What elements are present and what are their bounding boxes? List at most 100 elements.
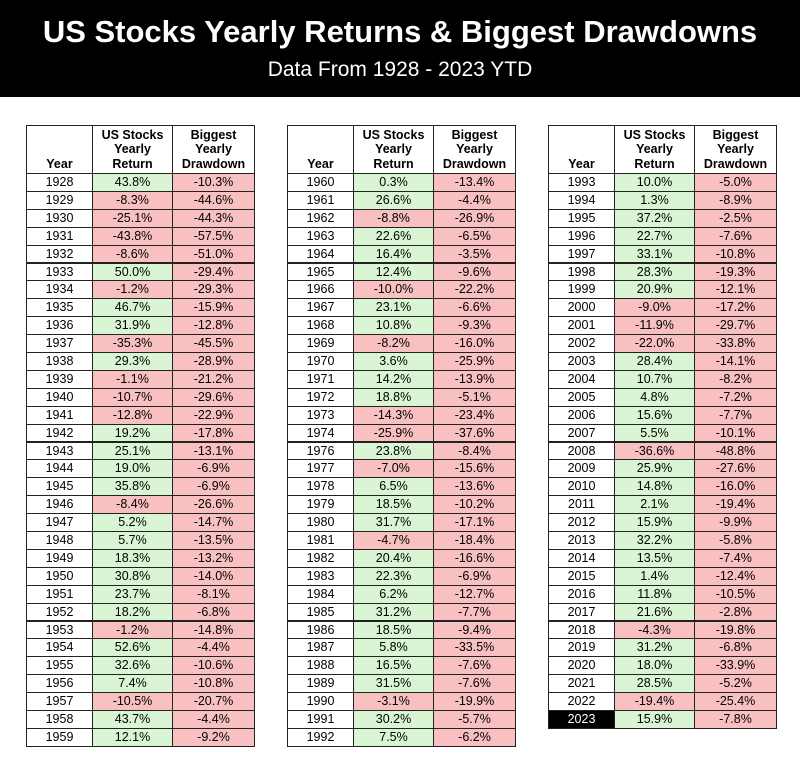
drawdown-cell: -5.8% [694,531,777,550]
year-cell: 1953 [26,620,93,640]
return-cell: 5.7% [92,531,173,550]
drawdown-cell: -29.3% [172,280,255,300]
drawdown-cell: -7.2% [694,387,777,407]
return-cell: -10.7% [92,387,173,407]
return-cell: 18.5% [353,495,434,515]
drawdown-cell: -13.1% [172,441,255,461]
year-cell: 2012 [548,513,615,532]
year-cell: 1942 [26,423,93,443]
drawdown-cell: -4.4% [433,190,516,210]
year-cell: 2017 [548,602,615,622]
drawdown-cell: -19.8% [694,620,777,640]
return-cell: -8.8% [353,208,434,228]
year-cell: 2002 [548,334,615,353]
drawdown-cell: -29.4% [172,262,255,282]
year-cell: 2001 [548,316,615,336]
drawdown-cell: -7.6% [694,226,777,246]
drawdown-cell: -12.1% [694,280,777,300]
year-cell: 1936 [26,316,93,336]
return-cell: 12.1% [92,727,173,747]
drawdown-cell: -13.9% [433,369,516,389]
return-cell: 31.2% [353,602,434,622]
drawdown-cell: -12.4% [694,566,777,586]
drawdown-cell: -5.1% [433,387,516,407]
return-cell: -35.3% [92,334,173,353]
drawdown-cell: -16.0% [694,477,777,497]
return-cell: 28.4% [614,352,695,371]
drawdown-cell: -16.0% [433,334,516,353]
drawdown-cell: -15.6% [433,459,516,479]
year-cell: 1957 [26,692,93,711]
drawdown-cell: -10.5% [694,584,777,604]
return-cell: -25.9% [353,423,434,443]
drawdown-cell: -19.4% [694,495,777,515]
year-cell: 2008 [548,441,615,461]
return-cell: 10.8% [353,316,434,336]
drawdown-cell: -23.4% [433,405,516,425]
drawdown-cell: -13.4% [433,173,516,192]
header: US Stocks Yearly Returns & Biggest Drawd… [0,0,800,97]
year-cell: 2005 [548,387,615,407]
drawdown-cell: -45.5% [172,334,255,353]
drawdown-cell: -5.7% [433,710,516,729]
drawdown-cell: -25.4% [694,692,777,711]
return-cell: 31.9% [92,316,173,336]
year-cell: 1956 [26,674,93,694]
return-cell: -3.1% [353,692,434,711]
header-line: Yearly [114,142,151,156]
year-cell: 1941 [26,405,93,425]
header-line: Biggest [712,127,759,142]
drawdown-cell: -12.8% [172,316,255,336]
year-cell: 1940 [26,387,93,407]
year-cell: 1959 [26,727,93,747]
year-cell: 2015 [548,566,615,586]
drawdown-cell: -22.2% [433,280,516,300]
drawdown-cell: -7.7% [694,405,777,425]
drawdown-cell: -15.9% [172,298,255,318]
drawdown-cell: -10.3% [172,173,255,192]
year-cell: 1974 [287,423,354,443]
column-header: US Stocks Yearly Return [353,125,434,174]
drawdown-cell: -5.0% [694,173,777,192]
year-cell: 1934 [26,280,93,300]
return-cell: -8.3% [92,190,173,210]
return-cell: 7.4% [92,674,173,694]
header-line: Biggest [451,127,498,142]
year-cell: 1949 [26,548,93,568]
year-cell: 1960 [287,173,354,192]
year-cell: 2000 [548,298,615,318]
return-cell: 15.6% [614,405,695,425]
drawdown-cell: -44.6% [172,190,255,210]
return-cell: 20.4% [353,548,434,568]
year-cell: 2010 [548,477,615,497]
year-cell: 1933 [26,262,93,282]
return-cell: 32.6% [92,656,173,676]
year-cell: 1945 [26,477,93,497]
drawdown-cell: -9.6% [433,262,516,282]
year-cell: 1994 [548,190,615,210]
header-line: Drawdown [181,156,246,171]
return-cell: -8.6% [92,244,173,264]
return-cell: 10.0% [614,173,695,192]
year-cell: 1937 [26,334,93,353]
drawdown-cell: -6.9% [172,477,255,497]
year-cell: 1950 [26,566,93,586]
drawdown-cell: -6.8% [172,602,255,622]
return-cell: 19.0% [92,459,173,479]
return-cell: -8.4% [92,495,173,515]
drawdown-cell: -7.8% [694,710,777,729]
year-cell: 1987 [287,638,354,658]
column-header: Year [548,125,615,174]
return-cell: 3.6% [353,352,434,371]
drawdown-cell: -9.3% [433,316,516,336]
year-cell: 1985 [287,602,354,622]
column-header: Biggest Yearly Drawdown [433,125,516,174]
return-cell: 7.5% [353,727,434,747]
header-line: Return [373,156,414,171]
return-cell: 0.3% [353,173,434,192]
return-cell: 35.8% [92,477,173,497]
return-cell: 5.5% [614,423,695,443]
return-cell: 14.8% [614,477,695,497]
return-cell: -9.0% [614,298,695,318]
